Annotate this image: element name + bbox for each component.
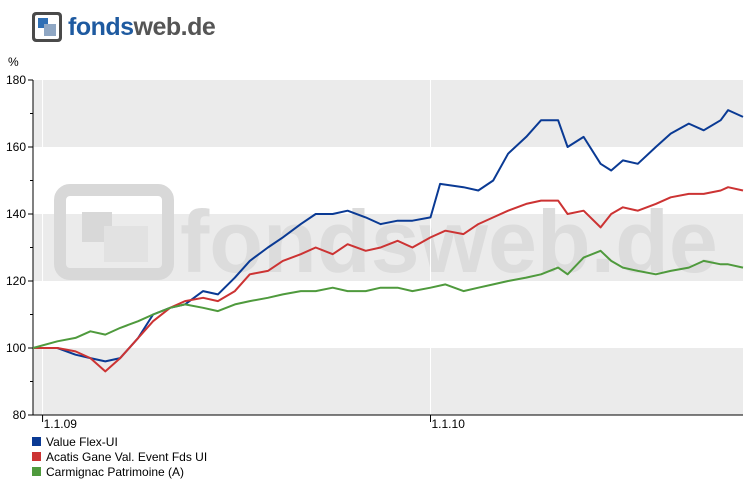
legend-swatch [32,437,41,446]
grid-band [33,348,743,415]
axes: 80 100 120 140 160 180 1.1.09 1.1.10 [6,73,743,430]
legend: Value Flex-UI Acatis Gane Val. Event Fds … [32,434,207,479]
y-tick-label: 80 [13,408,27,422]
legend-item: Acatis Gane Val. Event Fds UI [32,449,207,464]
brand-name: fondsweb.de [68,12,216,42]
grid-band [33,147,743,214]
legend-item: Carmignac Patrimoine (A) [32,464,207,479]
watermark-icon-square2 [104,226,148,262]
legend-swatch [32,452,41,461]
brand-logo: fondsweb.de [32,10,216,44]
legend-label: Acatis Gane Val. Event Fds UI [46,449,208,464]
legend-label: Value Flex-UI [46,434,118,449]
grid-band [33,80,743,147]
legend-item: Value Flex-UI [32,434,207,449]
performance-chart: fondsweb.de 80 100 120 140 160 180 1.1.09 1.1.1… [6,55,744,430]
x-tick-label: 1.1.09 [44,417,78,430]
watermark-text: fondsweb.de [180,192,718,291]
legend-swatch [32,467,41,476]
legend-label: Carmignac Patrimoine (A) [46,464,185,479]
series-line-3 [32,249,744,349]
grid-band [33,281,743,348]
logo-icon [32,12,62,42]
series-lines [32,109,744,373]
y-tick-label: 120 [6,274,26,288]
y-tick-label: 100 [6,341,26,355]
y-tick-label: 180 [6,73,26,87]
grid-bands [33,80,743,415]
brand-name-part2: web.de [133,13,216,41]
watermark-icon-frame [54,184,174,280]
y-tick-label: 160 [6,140,26,154]
x-tick-label: 1.1.10 [432,417,466,430]
y-axis-label: % [8,55,19,69]
y-tick-label: 140 [6,207,26,221]
brand-name-part1: fonds [68,13,134,41]
series-line-2 [33,186,744,373]
